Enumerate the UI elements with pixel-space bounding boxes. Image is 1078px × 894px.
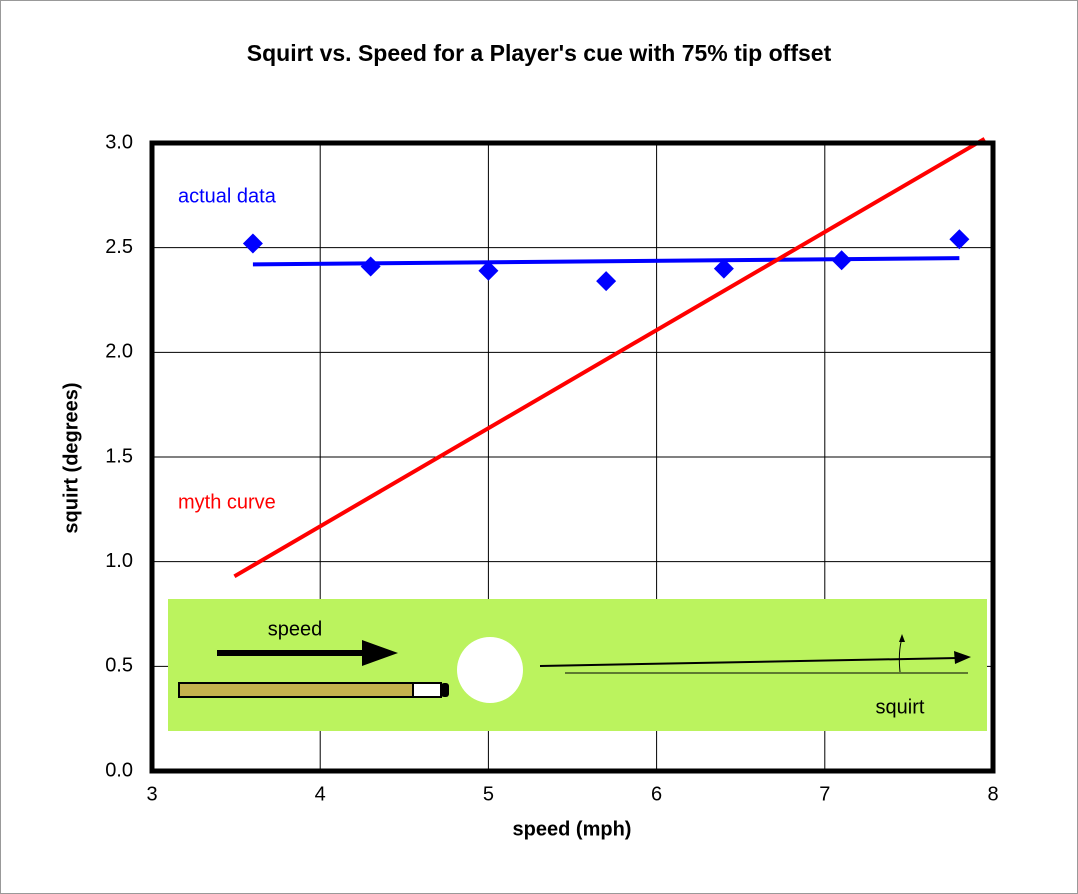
x-tick-label: 7 xyxy=(819,783,830,805)
annotation: actual data xyxy=(178,185,277,207)
x-tick-label: 4 xyxy=(315,783,326,805)
y-tick-label: 1.5 xyxy=(105,445,133,467)
y-tick-label: 0.5 xyxy=(105,655,133,677)
annotation: speed xyxy=(268,618,323,640)
cue-tip xyxy=(441,683,449,697)
x-tick-label: 8 xyxy=(987,783,998,805)
cue-ferrule xyxy=(413,683,441,697)
y-tick-label: 1.0 xyxy=(105,550,133,572)
x-tick-label: 6 xyxy=(651,783,662,805)
x-axis-label: speed (mph) xyxy=(513,818,632,840)
chart-border xyxy=(1,1,1078,894)
y-axis-label: squirt (degrees) xyxy=(60,382,82,533)
y-tick-label: 2.5 xyxy=(105,236,133,258)
cue-ball xyxy=(457,637,523,703)
annotation: myth curve xyxy=(178,491,276,513)
annotation: squirt xyxy=(876,696,925,718)
y-tick-label: 2.0 xyxy=(105,341,133,363)
y-tick-label: 3.0 xyxy=(105,131,133,153)
x-tick-label: 5 xyxy=(483,783,494,805)
y-tick-label: 0.0 xyxy=(105,759,133,781)
cue-shaft xyxy=(179,683,413,697)
chart-title: Squirt vs. Speed for a Player's cue with… xyxy=(247,40,832,66)
x-tick-label: 3 xyxy=(146,783,157,805)
chart: Squirt vs. Speed for a Player's cue with… xyxy=(0,0,1078,894)
